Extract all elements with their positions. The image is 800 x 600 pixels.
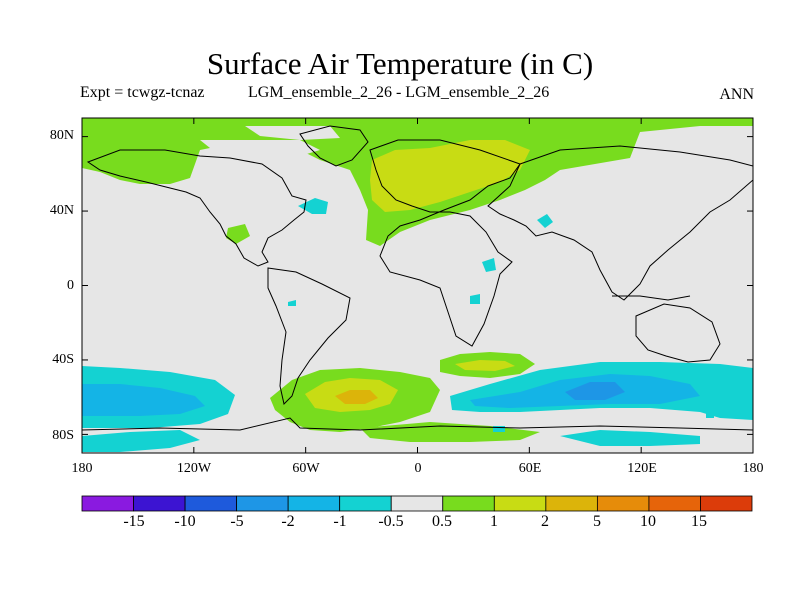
coastlines: [82, 125, 753, 431]
y-tick-label: 0: [67, 278, 74, 293]
south-america-coast: [267, 267, 351, 405]
colorbar-label: -10: [174, 513, 196, 530]
cool-anomalies: [82, 198, 753, 452]
colorbar-swatch: [339, 495, 392, 512]
colorbar-label: 10: [640, 513, 656, 530]
x-tick-label: 60E: [518, 461, 542, 476]
y-tick-label: 80N: [49, 128, 74, 143]
colorbar-label: -15: [123, 513, 145, 530]
colorbar-swatch: [133, 495, 186, 512]
weddell-warm-core: [335, 390, 378, 404]
antarctica-coast: [82, 417, 753, 431]
asia-coast: [487, 145, 753, 301]
colorbar-swatch: [700, 495, 753, 512]
colorbar: [81, 495, 753, 512]
colorbar-label: 1: [490, 513, 498, 530]
south-pacific-cool-band: [82, 430, 200, 452]
y-tick-label: 80S: [52, 428, 74, 443]
south-pacific-cool-inner: [82, 384, 205, 416]
colorbar-swatch: [390, 495, 444, 512]
colorbar-swatch: [236, 495, 289, 512]
arctic-warm-lobe: [200, 140, 320, 156]
colorbar-swatch: [648, 495, 701, 512]
y-tick-label: 40N: [49, 203, 74, 218]
east-africa-cool-2: [470, 294, 480, 304]
x-tick-label: 120E: [627, 461, 657, 476]
southern-indian-warm-core: [455, 360, 515, 371]
greenland-coast: [299, 125, 369, 167]
x-tick-label: 180: [742, 461, 764, 476]
north-america-coast: [86, 149, 307, 267]
experiment-label: Expt = tcwgz-tcnaz: [80, 84, 205, 101]
colorbar-label: 0.5: [432, 513, 452, 530]
ensemble-label: LGM_ensemble_2_26 - LGM_ensemble_2_26: [248, 84, 550, 101]
arabian-cool: [537, 214, 553, 228]
colorbar-swatch: [545, 495, 598, 512]
chart-title: Surface Air Temperature (in C): [206, 46, 594, 81]
tick-marks: [81, 118, 754, 453]
pacific-cool-dot: [288, 300, 296, 306]
australia-coast: [635, 303, 721, 363]
x-tick-label: 60W: [292, 461, 320, 476]
y-tick-label: 40S: [52, 352, 74, 367]
x-tick-label: 120W: [176, 461, 212, 476]
x-tick-label: 0: [414, 461, 422, 476]
colorbar-label: -5: [230, 513, 244, 530]
scandinavia-warm: [370, 140, 530, 212]
colorbar-label: -2: [281, 513, 295, 530]
colorbar-label: 2: [541, 513, 549, 530]
europe-africa-coast: [369, 139, 521, 347]
colorbar-label: 5: [593, 513, 601, 530]
colorbar-swatch: [81, 495, 134, 512]
indonesia-coast: [612, 295, 691, 301]
antarctic-cool-band: [560, 430, 700, 446]
colorbar-label: -0.5: [378, 513, 404, 530]
east-africa-cool: [482, 258, 496, 272]
colorbar-swatch: [442, 495, 495, 512]
north-america-warm: [226, 224, 250, 244]
tasman-cool: [706, 410, 714, 418]
gulf-stream-cool: [298, 198, 328, 214]
season-label: ANN: [719, 86, 754, 103]
colorbar-label: 15: [691, 513, 707, 530]
colorbar-swatch: [493, 495, 547, 512]
colorbar-swatch: [596, 495, 650, 512]
colorbar-swatch: [184, 495, 238, 512]
colorbar-swatch: [287, 495, 341, 512]
colorbar-label: -1: [333, 513, 347, 530]
southern-indian-cool-core: [565, 382, 625, 400]
x-tick-label: 180: [71, 461, 93, 476]
warm-anomalies: [82, 118, 753, 442]
